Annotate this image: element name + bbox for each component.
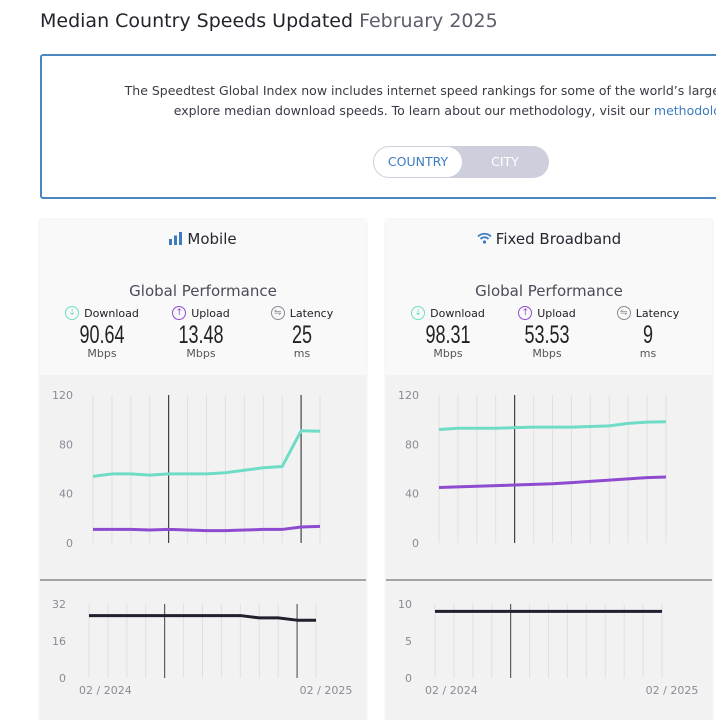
metric-unit: Mbps bbox=[433, 347, 463, 360]
y-tick-label: 5 bbox=[405, 635, 412, 648]
toggle-country[interactable]: COUNTRY bbox=[374, 147, 462, 177]
methodology-link[interactable]: methodology bbox=[653, 103, 716, 118]
signal-bars-icon bbox=[169, 232, 183, 245]
card-title: Fixed Broadband bbox=[386, 230, 712, 248]
y-tick-label: 80 bbox=[405, 438, 419, 451]
metric-value: 98.31 bbox=[425, 321, 471, 349]
card-title-text: Mobile bbox=[187, 230, 237, 248]
metric-latency: ⇋ Latency 9 ms bbox=[598, 306, 698, 360]
performance-chart: 0 40 80 120 0 5 10 02 / 2024 02 / 2025 bbox=[386, 375, 712, 720]
fixed-broadband-card: Fixed Broadband Global Performance ↓ Down… bbox=[386, 220, 712, 720]
y-tick-label: 80 bbox=[59, 438, 73, 451]
metric-upload: ↑ Upload 13.48 Mbps bbox=[151, 306, 251, 360]
performance-chart: 0 40 80 120 0 16 32 02 / 2024 02 / 2025 bbox=[40, 375, 366, 720]
latency-line bbox=[89, 614, 316, 622]
metric-label-text: Upload bbox=[537, 306, 576, 320]
x-tick-label: 02 / 2025 bbox=[646, 684, 699, 697]
metric-value: 9 bbox=[642, 321, 654, 349]
metric-unit: ms bbox=[639, 347, 657, 360]
metric-unit: Mbps bbox=[186, 347, 216, 360]
metric-unit: ms bbox=[293, 347, 311, 360]
metric-value: 90.64 bbox=[79, 321, 125, 349]
metric-value: 53.53 bbox=[524, 321, 570, 349]
x-tick-label: 02 / 2025 bbox=[300, 684, 353, 697]
latency-icon: ⇋ bbox=[270, 306, 285, 320]
page-title: Median Country Speeds Updated February 2… bbox=[40, 10, 498, 32]
metric-value: 13.48 bbox=[178, 321, 224, 349]
toggle-city[interactable]: CITY bbox=[491, 154, 519, 169]
info-text: The Speedtest Global Index now includes … bbox=[65, 81, 716, 121]
global-performance-heading: Global Performance bbox=[129, 282, 277, 300]
metric-label-text: Latency bbox=[289, 306, 334, 320]
download-line bbox=[92, 429, 321, 478]
metric-label-text: Upload bbox=[191, 306, 230, 320]
y-tick-label: 0 bbox=[412, 537, 419, 550]
y-tick-label: 120 bbox=[52, 389, 73, 402]
wifi-icon bbox=[477, 232, 492, 244]
x-tick-label: 02 / 2024 bbox=[425, 684, 478, 697]
metric-label: ↑ Upload bbox=[151, 306, 251, 320]
card-title-text: Fixed Broadband bbox=[495, 230, 622, 248]
title-date: February 2025 bbox=[359, 10, 498, 32]
download-line bbox=[438, 420, 667, 432]
y-tick-label: 40 bbox=[405, 488, 419, 501]
title-text: Median Country Speeds Updated bbox=[40, 10, 354, 32]
download-icon: ↓ bbox=[411, 306, 426, 320]
y-tick-label: 0 bbox=[66, 537, 73, 550]
metric-label: ↓ Download bbox=[52, 306, 152, 320]
y-tick-label: 10 bbox=[398, 598, 412, 611]
metric-unit: Mbps bbox=[87, 347, 117, 360]
upload-line bbox=[438, 475, 667, 489]
global-performance-heading: Global Performance bbox=[475, 282, 623, 300]
x-tick-label: 02 / 2024 bbox=[79, 684, 132, 697]
metric-label: ⇋ Latency bbox=[598, 306, 698, 320]
y-tick-label: 0 bbox=[59, 672, 66, 685]
info-line-1: The Speedtest Global Index now includes … bbox=[124, 83, 716, 98]
y-tick-label: 0 bbox=[405, 672, 412, 685]
metric-label-text: Download bbox=[84, 306, 139, 320]
metric-unit: Mbps bbox=[532, 347, 562, 360]
metric-label-text: Download bbox=[430, 306, 485, 320]
metric-download: ↓ Download 98.31 Mbps bbox=[398, 306, 498, 360]
upload-icon: ↑ bbox=[518, 306, 533, 320]
metric-label: ↑ Upload bbox=[497, 306, 597, 320]
y-tick-label: 32 bbox=[52, 598, 66, 611]
latency-icon: ⇋ bbox=[616, 306, 631, 320]
metric-latency: ⇋ Latency 25 ms bbox=[252, 306, 352, 360]
y-tick-label: 16 bbox=[52, 635, 66, 648]
download-icon: ↓ bbox=[65, 306, 80, 320]
info-box: The Speedtest Global Index now includes … bbox=[40, 54, 716, 199]
metric-download: ↓ Download 90.64 Mbps bbox=[52, 306, 152, 360]
metric-value: 25 bbox=[291, 321, 313, 349]
metric-label: ⇋ Latency bbox=[252, 306, 352, 320]
metric-label-text: Latency bbox=[635, 306, 680, 320]
metric-label: ↓ Download bbox=[398, 306, 498, 320]
metric-upload: ↑ Upload 53.53 Mbps bbox=[497, 306, 597, 360]
info-line-2: explore median download speeds. To learn… bbox=[173, 103, 654, 118]
y-tick-label: 120 bbox=[398, 389, 419, 402]
upload-icon: ↑ bbox=[172, 306, 187, 320]
mobile-card: Mobile Global Performance ↓ Download 90.6… bbox=[40, 220, 366, 720]
card-title: Mobile bbox=[40, 230, 366, 248]
upload-line bbox=[93, 524, 321, 533]
y-tick-label: 40 bbox=[59, 488, 73, 501]
country-city-toggle[interactable]: COUNTRY CITY bbox=[373, 146, 549, 178]
